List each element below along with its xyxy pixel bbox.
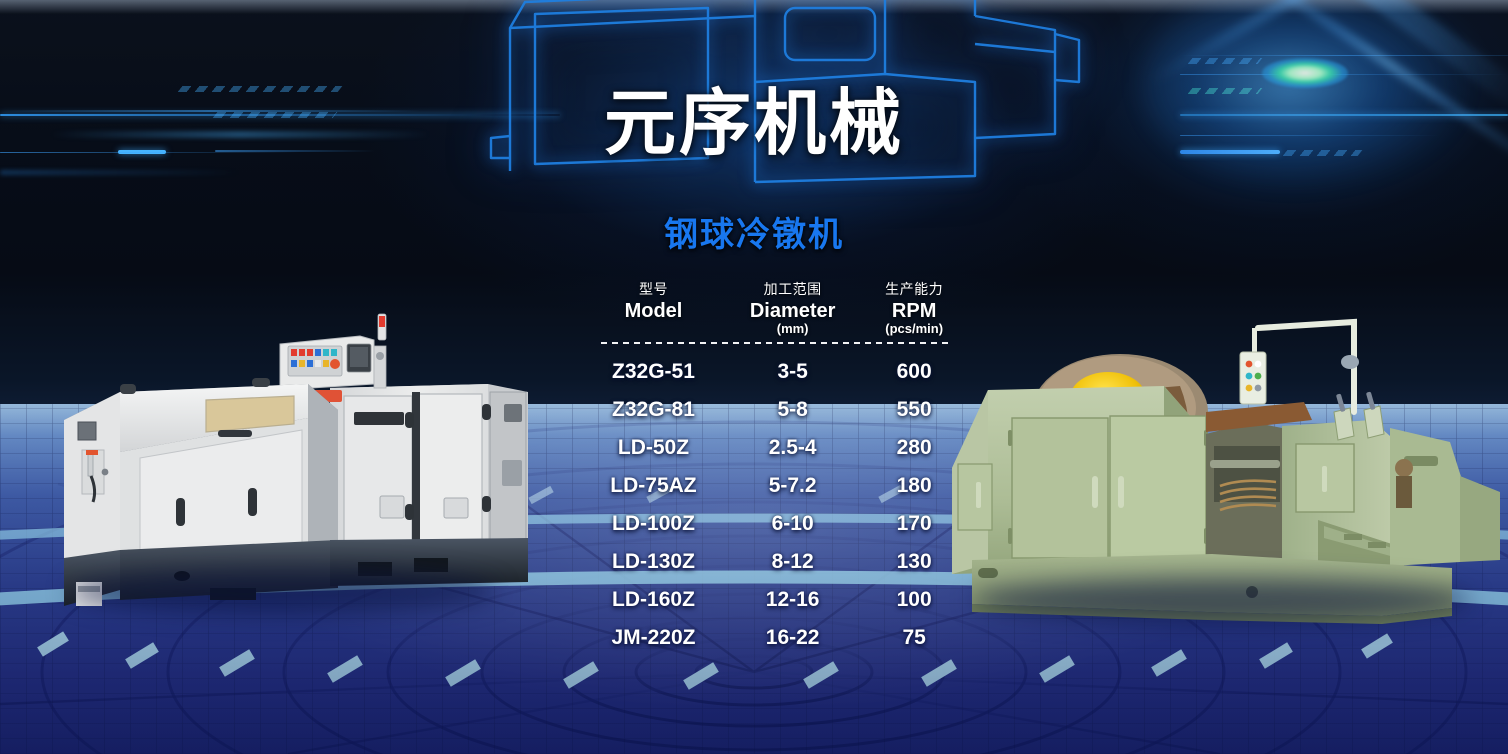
spec-table: 型号 Model 加工范围 Diameter (mm) 生产能力 RPM (pc… bbox=[579, 281, 971, 657]
spec-cell-rpm: 130 bbox=[896, 549, 932, 573]
spec-column-rpm-unit: (pcs/min) bbox=[885, 321, 944, 337]
spec-table-divider bbox=[601, 341, 951, 344]
spec-cell-diameter: 5-7.2 bbox=[768, 473, 817, 497]
spec-cell-model: Z32G-51 bbox=[612, 359, 695, 383]
product-subtitle: 钢球冷镦机 bbox=[664, 216, 844, 254]
table-row: LD-160Z 12-16 100 bbox=[579, 581, 971, 619]
spec-cell-diameter: 12-16 bbox=[765, 587, 820, 611]
spec-cell-model: LD-160Z bbox=[612, 587, 695, 611]
spec-column-rpm: 生产能力 RPM (pcs/min) bbox=[857, 281, 971, 337]
spec-cell-model: LD-50Z bbox=[617, 435, 690, 459]
table-row: LD-50Z 2.5-4 280 bbox=[579, 429, 971, 467]
spec-cell-diameter: 6-10 bbox=[771, 511, 814, 535]
table-row: Z32G-51 3-5 600 bbox=[579, 353, 971, 391]
lens-flare-core bbox=[1262, 58, 1348, 88]
table-row: Z32G-81 5-8 550 bbox=[579, 391, 971, 429]
spec-column-model: 型号 Model bbox=[579, 281, 728, 337]
spec-cell-diameter: 5-8 bbox=[777, 397, 808, 421]
spec-cell-diameter: 2.5-4 bbox=[768, 435, 817, 459]
spec-column-diameter-en: Diameter bbox=[749, 299, 836, 322]
spec-cell-model: JM-220Z bbox=[611, 625, 696, 649]
table-row: JM-220Z 16-22 75 bbox=[579, 619, 971, 657]
spec-cell-rpm: 550 bbox=[896, 397, 932, 421]
spec-column-model-cn: 型号 bbox=[638, 281, 668, 297]
spec-cell-rpm: 280 bbox=[896, 435, 932, 459]
spec-cell-rpm: 180 bbox=[896, 473, 932, 497]
table-row: LD-75AZ 5-7.2 180 bbox=[579, 467, 971, 505]
right-machine-image bbox=[952, 316, 1508, 646]
spec-cell-rpm: 75 bbox=[902, 625, 926, 649]
spec-cell-model: LD-130Z bbox=[612, 549, 695, 573]
table-row: LD-130Z 8-12 130 bbox=[579, 543, 971, 581]
table-row: LD-100Z 6-10 170 bbox=[579, 505, 971, 543]
spec-cell-model: LD-100Z bbox=[612, 511, 695, 535]
spec-cell-rpm: 170 bbox=[896, 511, 932, 535]
spec-cell-diameter: 3-5 bbox=[777, 359, 808, 383]
left-machine-image bbox=[58, 300, 528, 640]
spec-column-diameter-cn: 加工范围 bbox=[763, 281, 822, 297]
floor-rings bbox=[0, 404, 1508, 754]
spec-column-diameter: 加工范围 Diameter (mm) bbox=[728, 281, 857, 337]
spec-column-rpm-en: RPM bbox=[891, 299, 937, 322]
spec-cell-rpm: 100 bbox=[896, 587, 932, 611]
spec-cell-model: LD-75AZ bbox=[610, 473, 697, 497]
spec-cell-model: Z32G-81 bbox=[612, 397, 695, 421]
spec-column-diameter-unit: (mm) bbox=[776, 321, 809, 337]
lens-flare-halo bbox=[1140, 0, 1470, 190]
spec-table-body: Z32G-51 3-5 600 Z32G-81 5-8 550 LD-50Z 2.5-4 280… bbox=[579, 353, 971, 657]
spec-cell-rpm: 600 bbox=[896, 359, 932, 383]
page-title: 元序机械 bbox=[603, 84, 904, 164]
green-cold-heading-machine bbox=[952, 318, 1500, 624]
spec-column-rpm-cn: 生产能力 bbox=[885, 281, 944, 297]
spec-cell-diameter: 8-12 bbox=[771, 549, 814, 573]
spec-cell-diameter: 16-22 bbox=[765, 625, 820, 649]
spec-column-model-en: Model bbox=[624, 299, 683, 322]
spec-table-header: 型号 Model 加工范围 Diameter (mm) 生产能力 RPM (pc… bbox=[579, 281, 971, 337]
machine-wireframe-icon bbox=[489, 0, 1081, 184]
